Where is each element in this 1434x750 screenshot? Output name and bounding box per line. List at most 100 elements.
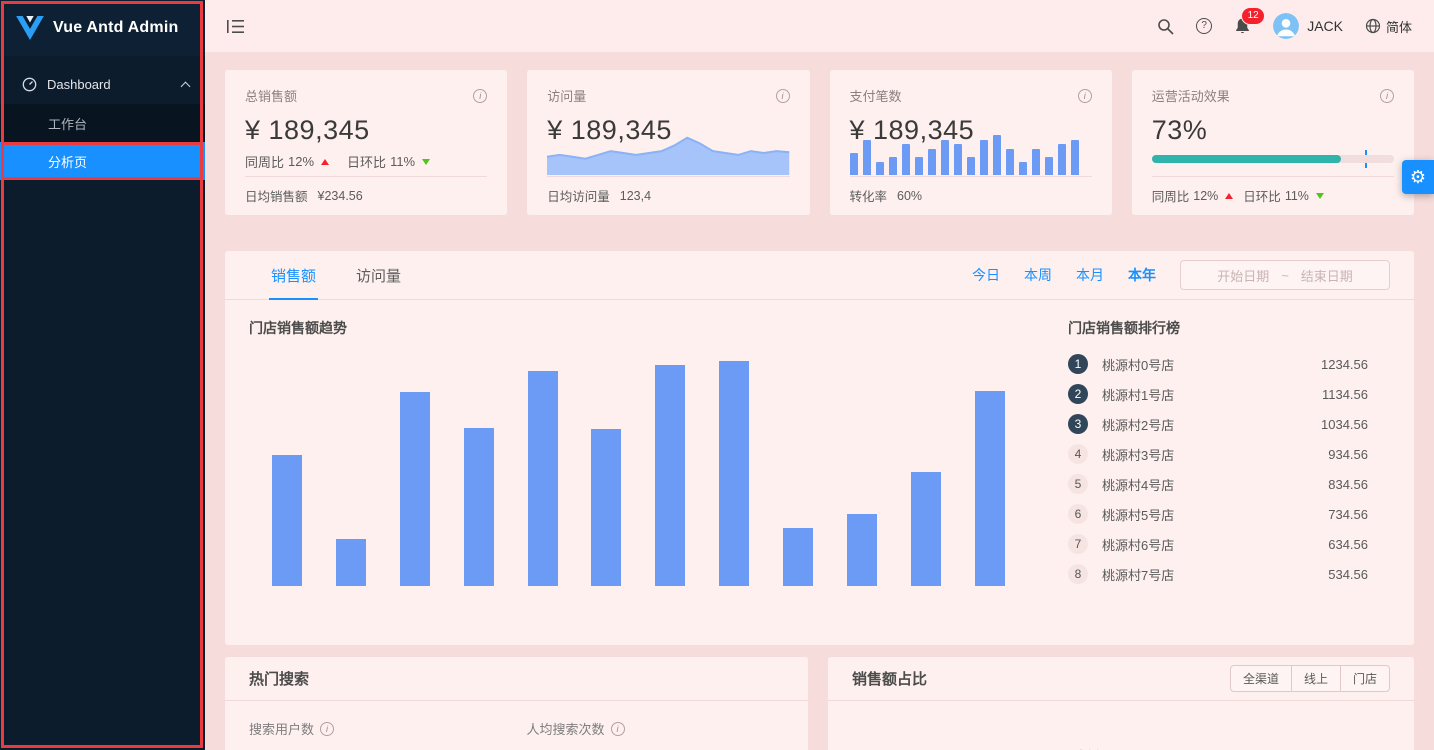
store-value: 634.56	[1328, 536, 1368, 552]
sales-trend-pane: 门店销售额趋势	[225, 316, 1048, 594]
help-icon[interactable]: ?	[1196, 18, 1213, 34]
bar	[847, 514, 878, 586]
header-actions: ? 12 JACK	[1157, 8, 1412, 39]
rank-badge: 8	[1068, 564, 1088, 584]
stat-title: 总销售额	[245, 89, 298, 104]
footer-value: 60%	[897, 188, 923, 203]
mini-bar	[875, 161, 884, 175]
mini-bar	[940, 139, 949, 175]
range-today[interactable]: 今日	[972, 267, 1000, 283]
footer-label: 日均访问量	[547, 190, 610, 204]
metric-label: 搜索用户数	[249, 722, 315, 737]
range-month[interactable]: 本月	[1076, 267, 1104, 283]
trend-row: 同周比 12% 日环比 11%	[245, 152, 431, 175]
store-name: 桃源村7号店	[1102, 567, 1175, 583]
trend-down-icon	[422, 158, 431, 165]
range-week[interactable]: 本周	[1024, 267, 1052, 283]
avatar	[1273, 13, 1300, 39]
stat-value: ¥ 189,345	[547, 115, 672, 145]
page-content: 总销售额 i ¥ 189,345 同周比 12% 日环比 11% 日均销售额 ¥23…	[205, 52, 1434, 750]
stat-card-total-sales: 总销售额 i ¥ 189,345 同周比 12% 日环比 11% 日均销售额 ¥23…	[225, 70, 508, 215]
footer-value: ¥234.56	[317, 188, 363, 203]
sidebar-item-dashboard[interactable]: Dashboard	[0, 64, 205, 104]
metric-search-users: 搜索用户数 i 12321 71.2	[249, 719, 507, 750]
dashboard-submenu: 工作台 分析页	[0, 104, 205, 180]
bar	[974, 391, 1005, 586]
ranking-row: 3 桃源村2号店 1034.56	[1068, 414, 1368, 434]
app-logo[interactable]: Vue Antd Admin	[0, 0, 205, 56]
progress-target-marker	[1364, 150, 1367, 168]
user-menu[interactable]: JACK	[1273, 13, 1343, 39]
rank-badge: 7	[1068, 534, 1088, 554]
bar	[271, 455, 302, 586]
channel-filter-group: 全渠道 线上 门店	[1229, 665, 1390, 692]
store-value: 934.56	[1328, 446, 1368, 462]
stat-footer: 日均访问量 123,4	[547, 176, 790, 205]
sales-ranking-pane: 门店销售额排行榜 1 桃源村0号店 1234.56 2 桃源村1号店 1134.56 3 桃源…	[1068, 318, 1368, 594]
stat-footer: 同周比 12% 日环比 11%	[1151, 176, 1394, 205]
search-icon[interactable]	[1157, 18, 1174, 35]
tab-sales[interactable]: 销售额	[251, 251, 336, 300]
filter-all-channels[interactable]: 全渠道	[1229, 665, 1292, 692]
trend-value: 11%	[1284, 188, 1309, 203]
stat-value: 73%	[1151, 115, 1208, 145]
footer-label: 日均销售额	[245, 190, 308, 204]
mini-bar	[901, 144, 910, 175]
date-range-links: 今日 本周 本月 本年	[972, 265, 1156, 285]
notifications-bell-icon[interactable]: 12	[1234, 8, 1265, 35]
sidebar-item-label: 工作台	[48, 116, 88, 132]
stat-card-operation-effect: 运营活动效果 i 73% 同周比 12% 日环比 11%	[1131, 70, 1414, 215]
store-value: 734.56	[1328, 506, 1368, 522]
info-icon[interactable]: i	[610, 721, 625, 736]
mini-bar	[979, 139, 988, 175]
filter-online[interactable]: 线上	[1290, 665, 1341, 692]
stat-card-visits: 访问量 i ¥ 189,345 日均访问量 123,4	[527, 70, 810, 215]
sales-body: 门店销售额趋势 门店销售额排行榜 1 桃源村0号店 1234.56 2 桃源村1号店 11…	[225, 300, 1414, 594]
settings-gear-button[interactable]: ⚙	[1402, 160, 1434, 194]
info-icon[interactable]: i	[1380, 88, 1394, 103]
bar	[911, 472, 942, 586]
rank-badge: 2	[1068, 384, 1088, 404]
tab-visits[interactable]: 访问量	[356, 267, 402, 285]
ranking-row: 4 桃源村3号店 934.56	[1068, 444, 1368, 464]
store-name: 桃源村3号店	[1102, 447, 1175, 463]
stat-value: ¥ 189,345	[245, 115, 370, 145]
mini-bar	[1031, 148, 1040, 175]
ranking-row: 2 桃源村1号店 1134.56	[1068, 384, 1368, 404]
globe-icon	[1365, 18, 1381, 34]
sidebar-fold-icon[interactable]	[227, 19, 244, 34]
info-icon[interactable]: i	[473, 88, 488, 103]
mini-bar	[914, 157, 923, 175]
chart-title: 门店销售额趋势	[249, 320, 347, 336]
info-icon[interactable]: i	[320, 721, 335, 736]
store-value: 1234.56	[1321, 356, 1368, 372]
info-icon[interactable]: i	[1077, 88, 1092, 103]
filter-stores[interactable]: 门店	[1339, 665, 1390, 692]
trend-up-icon	[321, 158, 330, 165]
range-year[interactable]: 本年	[1128, 267, 1156, 283]
sidebar-item-label: Dashboard	[47, 76, 111, 92]
bottom-row: 热门搜索 搜索用户数 i 12321 71.2	[225, 657, 1414, 750]
bar	[655, 365, 686, 586]
main-area: ? 12 JACK	[205, 0, 1434, 750]
sales-bar-chart	[249, 354, 1028, 586]
ranking-row: 1 桃源村0号店 1234.56	[1068, 354, 1368, 374]
ranking-row: 7 桃源村6号店 634.56	[1068, 534, 1368, 554]
mini-bar	[849, 153, 858, 175]
bar	[335, 539, 366, 586]
store-name: 桃源村5号店	[1102, 507, 1175, 523]
rank-badge: 6	[1068, 504, 1088, 524]
date-range-picker[interactable]: 开始日期 ~ 结束日期	[1180, 260, 1390, 290]
store-value: 534.56	[1328, 566, 1368, 582]
sidebar-item-analysis[interactable]: 分析页	[0, 142, 205, 180]
trend-label: 同周比	[245, 155, 285, 170]
bar	[591, 429, 622, 586]
language-switcher[interactable]: 简体	[1365, 17, 1412, 36]
info-icon[interactable]: i	[775, 88, 790, 103]
card-title: 销售额占比	[852, 671, 928, 688]
gear-icon: ⚙	[1409, 166, 1427, 187]
metric-value: 12321	[249, 746, 316, 750]
mini-bar	[953, 144, 962, 175]
sidebar-item-label: 分析页	[48, 154, 88, 170]
sidebar-item-workbench[interactable]: 工作台	[0, 104, 205, 142]
